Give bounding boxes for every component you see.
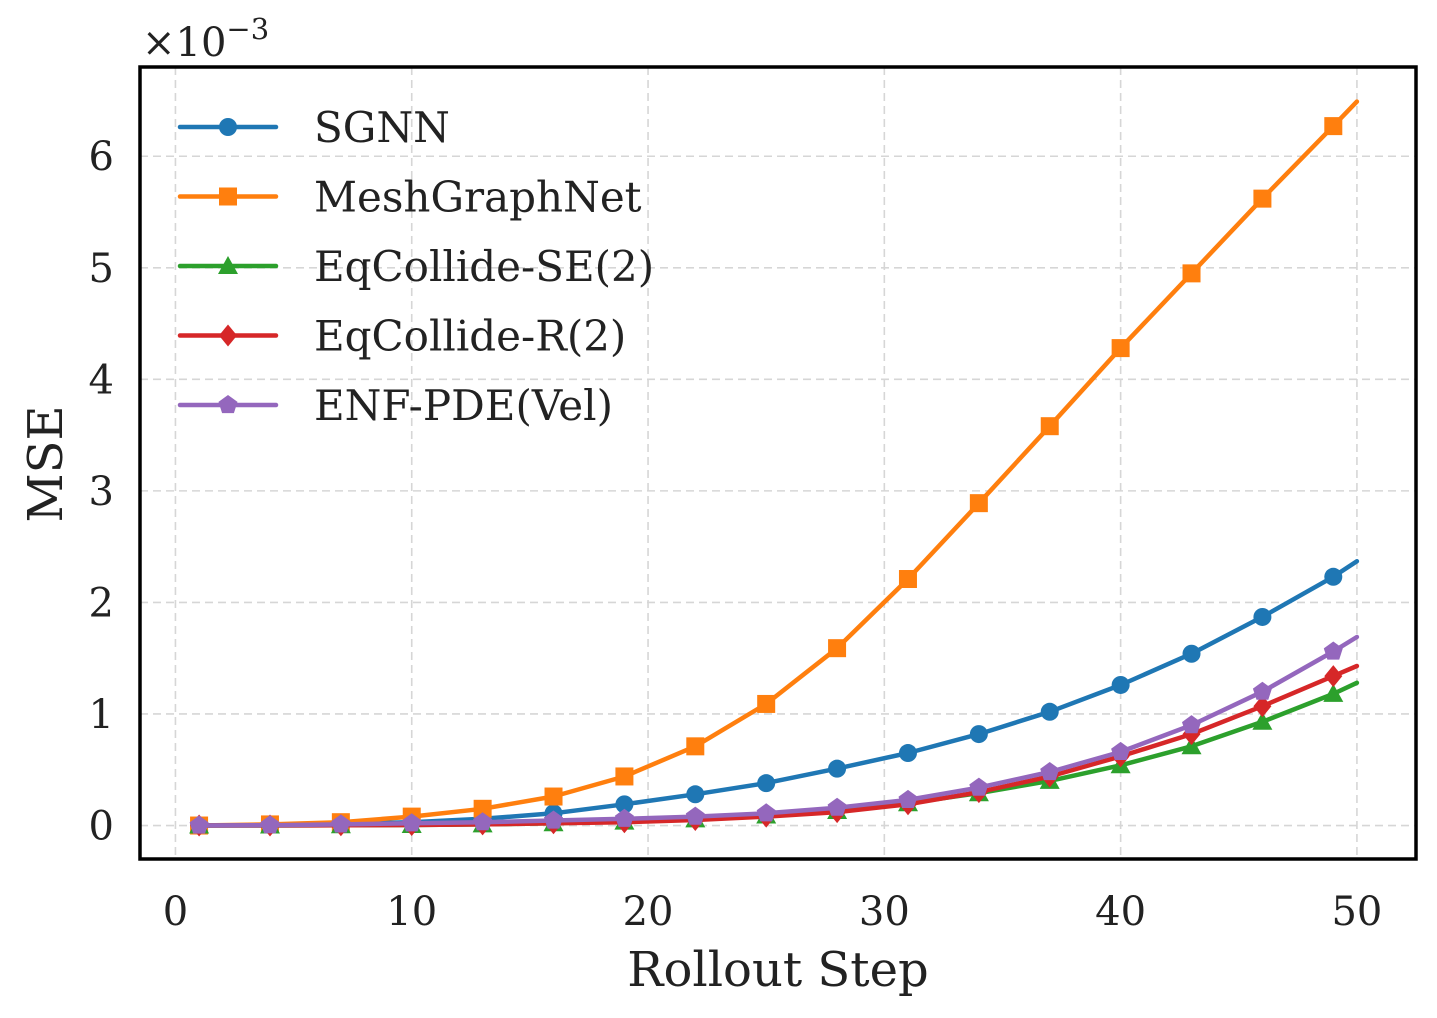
data-point-enf-pde-vel	[1111, 741, 1131, 760]
x-tick-label: 30	[859, 889, 910, 935]
legend-label: EqCollide-R(2)	[314, 312, 626, 361]
legend-label: MeshGraphNet	[314, 173, 642, 222]
data-point-sgnn	[686, 785, 705, 804]
y-tick-label: 3	[89, 469, 114, 515]
data-point-sgnn	[1040, 702, 1059, 721]
data-point-eqcollide-se-2	[1323, 683, 1344, 702]
data-point-meshgraphnet	[686, 737, 705, 756]
x-tick-label: 50	[1331, 889, 1382, 935]
data-point-enf-pde-vel	[756, 803, 776, 822]
data-point-eqcollide-se-2	[1181, 736, 1202, 755]
legend-item-eqcollide-se-2: EqCollide-SE(2)	[177, 242, 654, 291]
data-point-meshgraphnet	[1040, 417, 1059, 436]
plot-frame	[138, 65, 1418, 861]
data-point-meshgraphnet	[615, 767, 634, 786]
data-point-enf-pde-vel	[1040, 762, 1060, 781]
y-scale-offset: ×10−3	[142, 12, 269, 66]
data-point-eqcollide-r-2	[1253, 695, 1272, 718]
data-point-meshgraphnet	[1182, 264, 1201, 283]
data-point-meshgraphnet	[828, 639, 847, 658]
data-point-sgnn	[757, 774, 776, 793]
legend-label: SGNN	[314, 103, 450, 152]
data-point-enf-pde-vel	[685, 806, 705, 825]
data-point-eqcollide-r-2	[1324, 665, 1343, 688]
data-point-sgnn	[1253, 607, 1272, 626]
data-point-enf-pde-vel	[1323, 641, 1343, 660]
x-tick-label: 20	[623, 889, 674, 935]
series-layer	[189, 99, 1360, 837]
series-line-meshgraphnet	[196, 99, 1360, 828]
legend-marker	[219, 324, 237, 347]
data-point-eqcollide-se-2	[1252, 711, 1273, 730]
legend-label: EqCollide-SE(2)	[314, 242, 654, 291]
y-tick-label: 6	[89, 134, 114, 180]
y-tick-label: 1	[89, 692, 114, 738]
data-point-sgnn	[1324, 567, 1343, 586]
legend-item-eqcollide-r-2: EqCollide-R(2)	[177, 312, 626, 361]
series-enf-pde-vel	[189, 634, 1360, 834]
data-point-enf-pde-vel	[827, 797, 847, 816]
data-point-sgnn	[828, 759, 847, 778]
data-point-enf-pde-vel	[544, 810, 563, 829]
x-tick-label: 0	[163, 889, 188, 935]
data-point-enf-pde-vel	[614, 808, 634, 827]
y-tick-label: 4	[89, 357, 114, 403]
data-point-sgnn	[898, 744, 917, 763]
data-point-enf-pde-vel	[402, 813, 422, 832]
y-tick-label: 0	[89, 804, 114, 850]
data-point-sgnn	[615, 795, 634, 814]
legend-marker	[219, 187, 237, 206]
legend-label: ENF-PDE(Vel)	[314, 381, 613, 430]
series-line-enf-pde-vel	[196, 634, 1360, 828]
x-axis-label: Rollout Step	[627, 942, 928, 998]
legend-marker	[218, 256, 238, 274]
data-point-enf-pde-vel	[1252, 681, 1272, 700]
data-point-sgnn	[1182, 644, 1201, 663]
data-point-meshgraphnet	[969, 494, 988, 513]
data-point-meshgraphnet	[544, 787, 563, 806]
y-tick-label: 2	[89, 580, 114, 626]
data-point-meshgraphnet	[1324, 117, 1343, 136]
legend-item-enf-pde-vel: ENF-PDE(Vel)	[177, 381, 613, 430]
data-point-enf-pde-vel	[898, 789, 918, 808]
data-point-enf-pde-vel	[331, 814, 351, 833]
y-tick-label: 5	[89, 246, 114, 292]
x-tick-label: 40	[1095, 889, 1146, 935]
x-tick-label: 10	[386, 889, 437, 935]
data-point-meshgraphnet	[1111, 339, 1130, 358]
legend-item-meshgraphnet: MeshGraphNet	[177, 173, 642, 222]
data-point-sgnn	[1111, 675, 1130, 694]
data-point-sgnn	[969, 725, 988, 744]
data-point-enf-pde-vel	[260, 815, 280, 834]
data-point-enf-pde-vel	[969, 777, 989, 796]
legend-marker	[219, 118, 237, 136]
data-point-meshgraphnet	[1253, 189, 1272, 208]
y-axis-label: MSE	[18, 405, 74, 522]
data-point-enf-pde-vel	[473, 812, 493, 831]
data-point-meshgraphnet	[898, 570, 917, 589]
data-point-meshgraphnet	[473, 799, 492, 818]
axis-ticks: 0 10 20 30 40 50 0 1 2 3 4 5 6	[89, 134, 1383, 935]
legend: SGNN MeshGraphNet EqCollide-SE(2) EqCollide…	[177, 103, 654, 430]
legend-marker	[218, 395, 238, 414]
legend-item-sgnn: SGNN	[177, 103, 450, 152]
data-point-enf-pde-vel	[189, 815, 209, 834]
data-point-enf-pde-vel	[1182, 715, 1201, 734]
data-point-meshgraphnet	[757, 694, 776, 713]
